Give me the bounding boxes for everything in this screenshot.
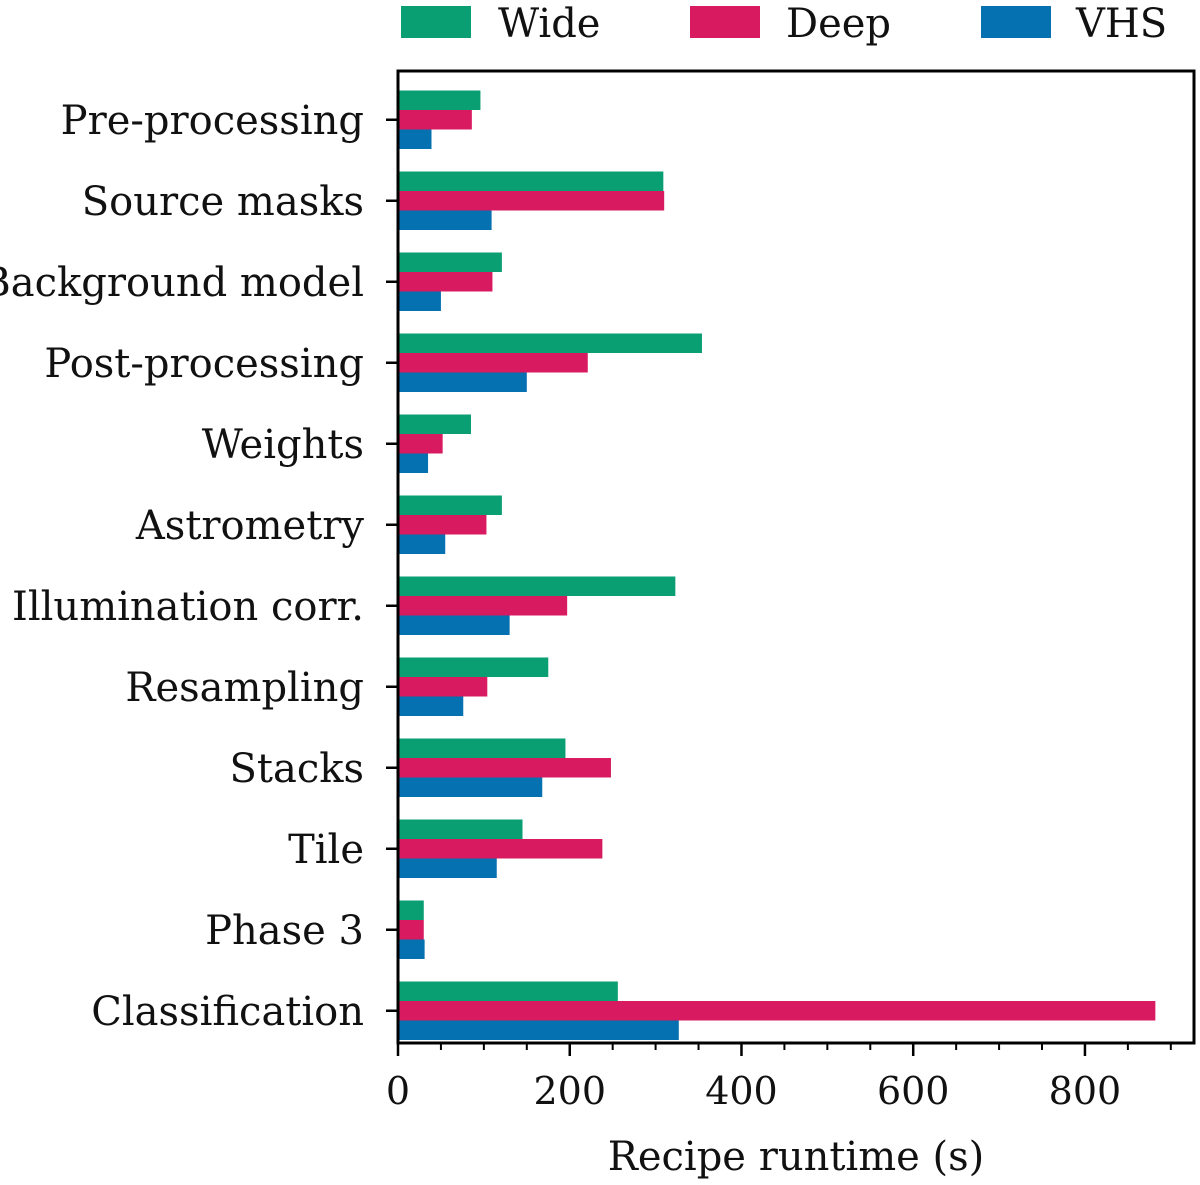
y-tick-label: Classification — [91, 989, 364, 1035]
bar-vhs-illumination-corr — [398, 615, 510, 635]
bar-wide-astrometry — [398, 495, 502, 515]
bar-wide-tile — [398, 819, 523, 839]
y-tick-label: Source masks — [82, 179, 364, 225]
y-tick-label: Illumination corr. — [12, 584, 364, 630]
bar-wide-stacks — [398, 738, 566, 758]
bar-vhs-background-model — [398, 291, 441, 311]
x-tick-label: 600 — [877, 1069, 950, 1113]
y-tick-label: Tile — [288, 827, 364, 873]
bar-deep-classification — [398, 1001, 1156, 1021]
legend-swatch-wide — [401, 6, 471, 38]
bar-wide-weights — [398, 414, 471, 434]
legend-label-deep: Deep — [786, 1, 891, 47]
bar-wide-source-masks — [398, 171, 664, 191]
y-tick-label: Stacks — [230, 746, 365, 792]
bar-deep-background-model — [398, 272, 493, 292]
bars-group — [398, 90, 1156, 1040]
bar-vhs-weights — [398, 453, 429, 473]
bar-wide-background-model — [398, 252, 502, 272]
y-tick-label: Astrometry — [135, 503, 364, 549]
bar-deep-post-processing — [398, 353, 588, 373]
bar-deep-resampling — [398, 677, 488, 697]
bar-deep-illumination-corr — [398, 596, 568, 616]
bar-vhs-classification — [398, 1020, 679, 1040]
x-tick-label: 0 — [386, 1069, 410, 1113]
y-tick-label: Weights — [202, 422, 364, 468]
bar-wide-pre-processing — [398, 90, 481, 110]
bar-vhs-astrometry — [398, 534, 446, 554]
bar-wide-illumination-corr — [398, 576, 676, 596]
x-tick-label: 400 — [705, 1069, 778, 1113]
legend: Wide Deep VHS — [401, 1, 1167, 47]
y-axis: Pre-processing Source masks Background mod… — [0, 98, 398, 1035]
plot-frame — [396, 69, 1196, 1045]
bar-deep-weights — [398, 434, 443, 454]
legend-swatch-deep — [690, 6, 760, 38]
y-tick-label: Post-processing — [44, 341, 364, 387]
x-tick-label: 800 — [1049, 1069, 1122, 1113]
bar-deep-phase-3 — [398, 920, 424, 940]
legend-label-vhs: VHS — [1075, 1, 1167, 47]
y-tick-label: Resampling — [125, 665, 364, 711]
bar-deep-stacks — [398, 758, 611, 778]
bar-vhs-source-masks — [398, 210, 492, 230]
bar-deep-source-masks — [398, 191, 665, 211]
bar-wide-post-processing — [398, 333, 702, 353]
bar-vhs-phase-3 — [398, 939, 425, 959]
bar-wide-resampling — [398, 657, 549, 677]
y-tick-label: Phase 3 — [205, 908, 364, 954]
bar-wide-classification — [398, 981, 618, 1001]
x-axis: 0 200 400 600 800 — [386, 1043, 1172, 1113]
bar-vhs-stacks — [398, 777, 543, 797]
x-tick-label: 200 — [533, 1069, 606, 1113]
legend-swatch-vhs — [981, 6, 1051, 38]
bar-vhs-pre-processing — [398, 129, 432, 149]
legend-label-wide: Wide — [498, 1, 600, 47]
bar-deep-tile — [398, 839, 603, 859]
y-tick-label: Background model — [0, 260, 364, 306]
bar-wide-phase-3 — [398, 900, 424, 920]
bar-deep-pre-processing — [398, 110, 472, 130]
bar-vhs-resampling — [398, 696, 464, 716]
bar-deep-astrometry — [398, 515, 487, 535]
y-tick-label: Pre-processing — [61, 98, 364, 144]
bar-vhs-post-processing — [398, 372, 527, 392]
bar-vhs-tile — [398, 858, 497, 878]
x-axis-label: Recipe runtime (s) — [608, 1134, 985, 1180]
